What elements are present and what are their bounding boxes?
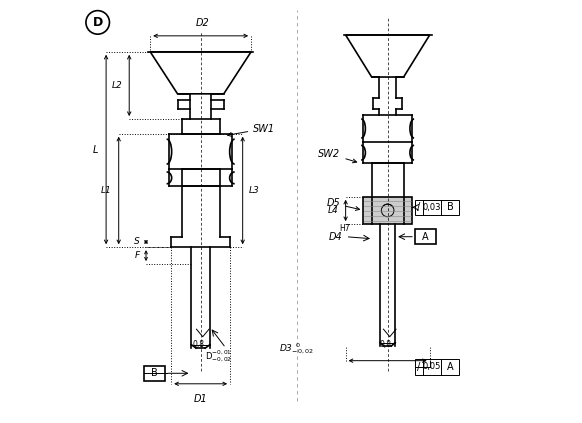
Text: D5: D5: [327, 198, 360, 210]
Text: /: /: [417, 202, 420, 212]
Text: B: B: [151, 368, 158, 378]
FancyBboxPatch shape: [415, 200, 459, 215]
Text: L: L: [93, 145, 98, 154]
Text: D: D: [93, 16, 103, 29]
Text: A: A: [448, 362, 454, 372]
Text: 0,05: 0,05: [422, 363, 441, 371]
FancyBboxPatch shape: [415, 360, 459, 374]
Polygon shape: [363, 197, 412, 224]
Text: H7: H7: [339, 223, 350, 233]
Text: F: F: [134, 251, 140, 260]
Text: D3$^{\ \ 0}_{-0,02}$: D3$^{\ \ 0}_{-0,02}$: [279, 342, 314, 357]
Text: B: B: [448, 202, 454, 212]
Text: A: A: [422, 232, 429, 242]
Text: 0,03: 0,03: [422, 203, 441, 212]
Text: D$^{-0,01}_{-0,02}$: D$^{-0,01}_{-0,02}$: [205, 349, 232, 364]
Text: /: /: [417, 362, 420, 372]
Text: D1: D1: [194, 394, 208, 404]
Text: L3: L3: [249, 186, 260, 195]
Text: D2: D2: [196, 18, 210, 28]
Text: 0,8: 0,8: [193, 340, 204, 349]
Text: L1: L1: [100, 186, 111, 195]
Text: D4: D4: [329, 232, 343, 242]
Text: S: S: [134, 237, 140, 247]
Text: 0,8: 0,8: [379, 340, 392, 349]
FancyBboxPatch shape: [144, 366, 165, 381]
Text: SW2: SW2: [318, 149, 357, 163]
Text: L4: L4: [327, 206, 338, 215]
FancyBboxPatch shape: [415, 229, 436, 244]
Text: L2: L2: [112, 81, 123, 90]
Text: SW1: SW1: [228, 124, 275, 136]
